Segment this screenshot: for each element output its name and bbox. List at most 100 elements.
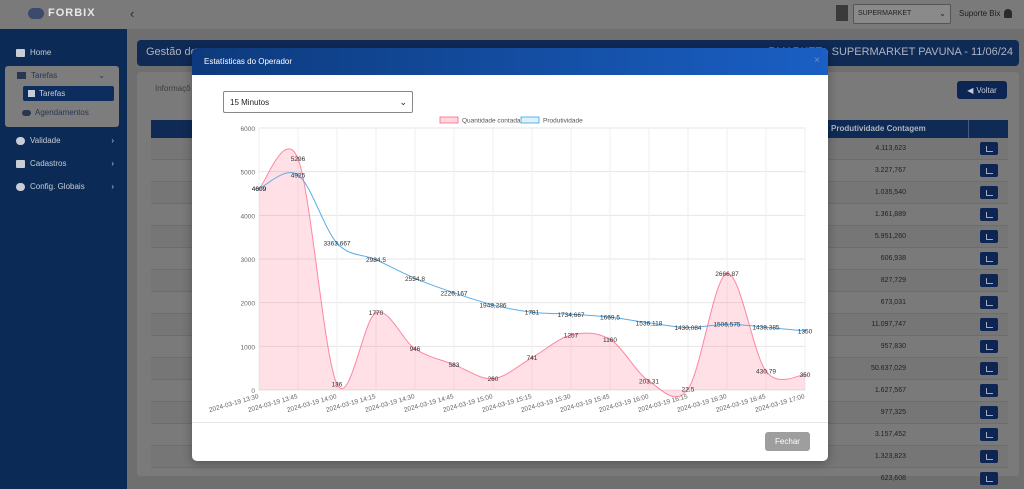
sidebar-item-tarefas[interactable]: Tarefas xyxy=(17,71,57,80)
user-icon[interactable] xyxy=(1004,9,1012,18)
voltar-label: Voltar xyxy=(976,85,997,95)
data-point xyxy=(686,326,690,330)
data-point xyxy=(647,321,651,325)
sidebar-item-cadastros[interactable]: Cadastros › xyxy=(16,159,116,168)
chevron-right-icon: › xyxy=(111,136,114,145)
chart-button[interactable] xyxy=(980,186,998,199)
data-point xyxy=(608,337,612,341)
productivity-value: 1.361,889 xyxy=(874,211,906,218)
sidebar-subitem-agendamentos[interactable]: Agendamentos xyxy=(22,108,89,117)
chart-button[interactable] xyxy=(980,142,998,155)
series-line-quantidade xyxy=(258,148,806,398)
chart-button[interactable] xyxy=(980,230,998,243)
sidebar-item-config-globais[interactable]: Config. Globais › xyxy=(16,182,116,191)
modal-title: Estatísticas do Operador xyxy=(204,57,293,66)
data-label: 2226,167 xyxy=(440,290,467,297)
collapse-sidebar-button[interactable]: ‹ xyxy=(130,6,135,21)
data-label: 260 xyxy=(488,376,499,383)
data-label: 1257 xyxy=(564,333,579,340)
data-point xyxy=(491,303,495,307)
data-point xyxy=(569,333,573,337)
cloud-icon xyxy=(28,7,44,19)
data-label: 2666,87 xyxy=(715,271,739,278)
data-label: 4609 xyxy=(252,186,267,193)
chart-button[interactable] xyxy=(980,406,998,419)
interval-select[interactable]: 15 Minutos ⌄ xyxy=(223,91,413,113)
data-point xyxy=(413,347,417,351)
productivity-value: 1.323,823 xyxy=(874,453,906,460)
edit-icon xyxy=(16,159,25,168)
chevron-right-icon: › xyxy=(111,182,114,191)
data-point xyxy=(296,173,300,177)
chart-button[interactable] xyxy=(980,472,998,485)
sidebar-item-validade[interactable]: Validade › xyxy=(16,136,116,145)
chart-button[interactable] xyxy=(980,208,998,221)
data-label: 1430,084 xyxy=(674,325,701,332)
legend-label: Produtividade xyxy=(543,118,583,125)
sidebar-subitem-tarefas[interactable]: Tarefas xyxy=(23,86,114,101)
data-point xyxy=(374,311,378,315)
y-tick-label: 0 xyxy=(251,388,255,395)
data-label: 1948,286 xyxy=(479,302,506,309)
chart-button[interactable] xyxy=(980,340,998,353)
users-icon xyxy=(17,72,26,79)
sidebar-item-label: Validade xyxy=(30,136,61,145)
data-point xyxy=(803,373,807,377)
chart-button[interactable] xyxy=(980,164,998,177)
tab-informacoes[interactable]: Informaçõ xyxy=(155,84,191,93)
legend-swatch xyxy=(520,116,540,124)
productivity-value: 1.627,567 xyxy=(874,387,906,394)
sidebar-item-home[interactable]: Home xyxy=(16,48,116,57)
y-tick-label: 6000 xyxy=(241,126,256,133)
chart-button[interactable] xyxy=(980,274,998,287)
data-point xyxy=(647,379,651,383)
data-label: 430,79 xyxy=(756,369,776,376)
fechar-button[interactable]: Fechar xyxy=(765,432,810,451)
productivity-value: 957,830 xyxy=(880,343,906,350)
chart-button[interactable] xyxy=(980,450,998,463)
productivity-value: 50.637,029 xyxy=(870,365,906,372)
productivity-value: 1.035,540 xyxy=(874,189,906,196)
chart-button[interactable] xyxy=(980,362,998,375)
legend-label: Quantidade contada xyxy=(462,118,521,125)
productivity-value: 673,031 xyxy=(880,299,906,306)
data-label: 350 xyxy=(800,372,811,379)
building-icon xyxy=(836,5,848,21)
data-label: 1160 xyxy=(603,337,617,344)
data-label: 3363,667 xyxy=(323,241,350,248)
data-label: 203,31 xyxy=(639,379,659,386)
column-divider xyxy=(968,120,969,138)
data-label: 22,5 xyxy=(682,387,695,394)
store-select-value: SUPERMARKET xyxy=(858,10,912,17)
sidebar-item-label: Tarefas xyxy=(31,71,58,80)
data-point xyxy=(491,377,495,381)
data-label: 741 xyxy=(527,355,538,362)
sidebar-item-label: Agendamentos xyxy=(35,108,89,117)
data-point xyxy=(452,291,456,295)
sidebar-item-label: Home xyxy=(30,48,52,57)
data-point xyxy=(764,325,768,329)
voltar-button[interactable]: ◀ Voltar xyxy=(957,81,1007,99)
close-icon[interactable]: × xyxy=(814,55,820,66)
chart-button[interactable] xyxy=(980,318,998,331)
chart-button[interactable] xyxy=(980,252,998,265)
data-label: 4925 xyxy=(291,172,306,179)
user-name[interactable]: Suporte Bix xyxy=(959,9,1001,18)
chart-button[interactable] xyxy=(980,384,998,397)
chart-button[interactable] xyxy=(980,428,998,441)
column-header-produtividade: Produtividade Contagem xyxy=(831,124,926,133)
arrow-left-circle-icon: ◀ xyxy=(967,85,974,95)
logo[interactable]: FORBIX xyxy=(28,7,96,19)
data-point xyxy=(569,312,573,316)
y-tick-label: 3000 xyxy=(241,257,256,264)
page-title: Gestão de xyxy=(146,46,197,58)
data-point xyxy=(335,382,339,386)
productivity-value: 623,608 xyxy=(880,475,906,482)
data-label: 2554,8 xyxy=(405,276,425,283)
chart-button[interactable] xyxy=(980,296,998,309)
series-area-fill xyxy=(259,148,805,397)
store-select[interactable]: SUPERMARKET ⌄ xyxy=(853,4,951,24)
modal-header: Estatísticas do Operador × xyxy=(192,48,828,75)
data-point xyxy=(764,369,768,373)
productivity-value: 3.157,452 xyxy=(874,431,906,438)
